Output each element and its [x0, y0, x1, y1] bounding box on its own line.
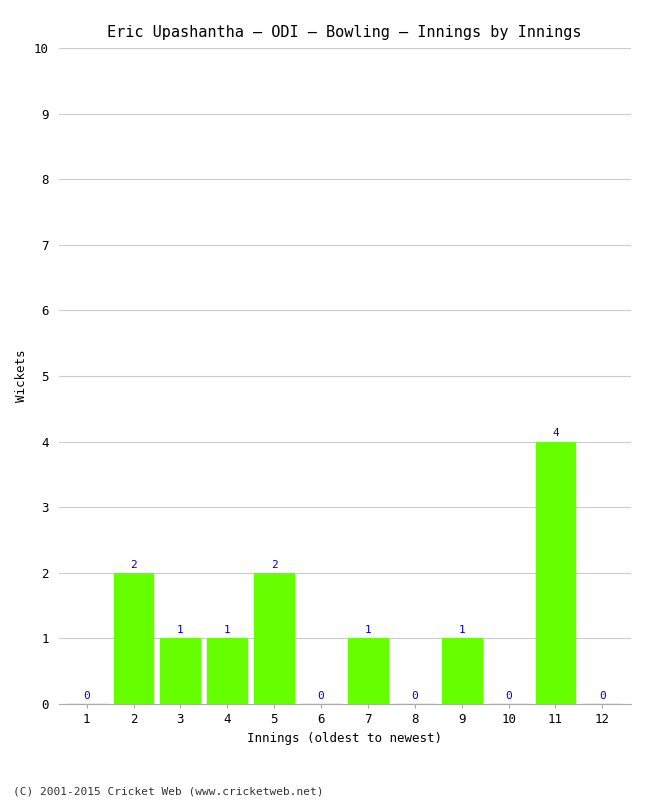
X-axis label: Innings (oldest to newest): Innings (oldest to newest) — [247, 731, 442, 745]
Text: 1: 1 — [458, 625, 465, 635]
Bar — [114, 573, 153, 704]
Text: 0: 0 — [505, 690, 512, 701]
Bar — [442, 638, 482, 704]
Text: 1: 1 — [365, 625, 371, 635]
Bar — [536, 442, 575, 704]
Text: 0: 0 — [599, 690, 606, 701]
Text: 1: 1 — [224, 625, 231, 635]
Bar — [348, 638, 388, 704]
Text: 1: 1 — [177, 625, 184, 635]
Bar — [161, 638, 200, 704]
Bar — [207, 638, 247, 704]
Text: 2: 2 — [271, 559, 278, 570]
Text: 4: 4 — [552, 428, 559, 438]
Title: Eric Upashantha – ODI – Bowling – Innings by Innings: Eric Upashantha – ODI – Bowling – Inning… — [107, 25, 582, 40]
Text: (C) 2001-2015 Cricket Web (www.cricketweb.net): (C) 2001-2015 Cricket Web (www.cricketwe… — [13, 786, 324, 796]
Text: 0: 0 — [318, 690, 324, 701]
Y-axis label: Wickets: Wickets — [15, 350, 28, 402]
Text: 0: 0 — [411, 690, 418, 701]
Text: 2: 2 — [130, 559, 137, 570]
Bar — [254, 573, 294, 704]
Text: 0: 0 — [83, 690, 90, 701]
